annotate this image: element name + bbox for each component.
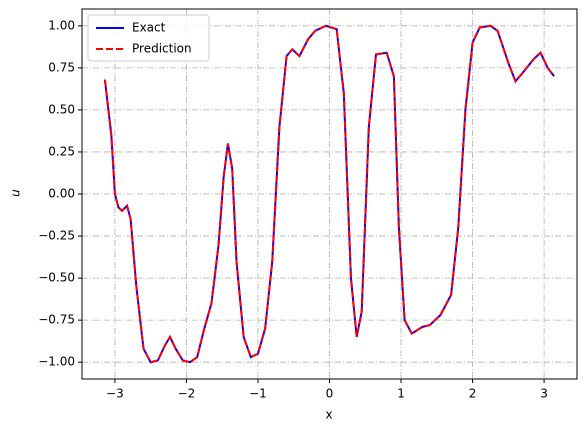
y-tick-label: 0.50 bbox=[48, 102, 75, 116]
x-axis-label: x bbox=[325, 408, 332, 422]
x-tick-label: −2 bbox=[178, 387, 196, 401]
legend-label: Prediction bbox=[132, 42, 192, 56]
x-tick-label: 2 bbox=[469, 387, 477, 401]
y-tick-label: 0.75 bbox=[48, 60, 75, 74]
x-tick-label: −1 bbox=[249, 387, 267, 401]
x-tick-label: −3 bbox=[106, 387, 124, 401]
y-tick-label: 0.25 bbox=[48, 144, 75, 158]
y-tick-label: 0.00 bbox=[48, 187, 75, 201]
y-tick-label: 1.00 bbox=[48, 18, 75, 32]
series-line bbox=[103, 24, 555, 364]
y-tick-label: −0.50 bbox=[38, 271, 75, 285]
y-tick-label: −1.00 bbox=[38, 355, 75, 369]
legend-label: Exact bbox=[132, 21, 166, 35]
y-tick-label: −0.75 bbox=[38, 313, 75, 327]
x-tick-label: 1 bbox=[397, 387, 405, 401]
y-tick-label: −0.25 bbox=[38, 229, 75, 243]
x-tick-label: 3 bbox=[540, 387, 548, 401]
x-tick-label: 0 bbox=[326, 387, 334, 401]
axes-frame bbox=[81, 8, 578, 380]
y-axis-label: u bbox=[9, 189, 23, 197]
